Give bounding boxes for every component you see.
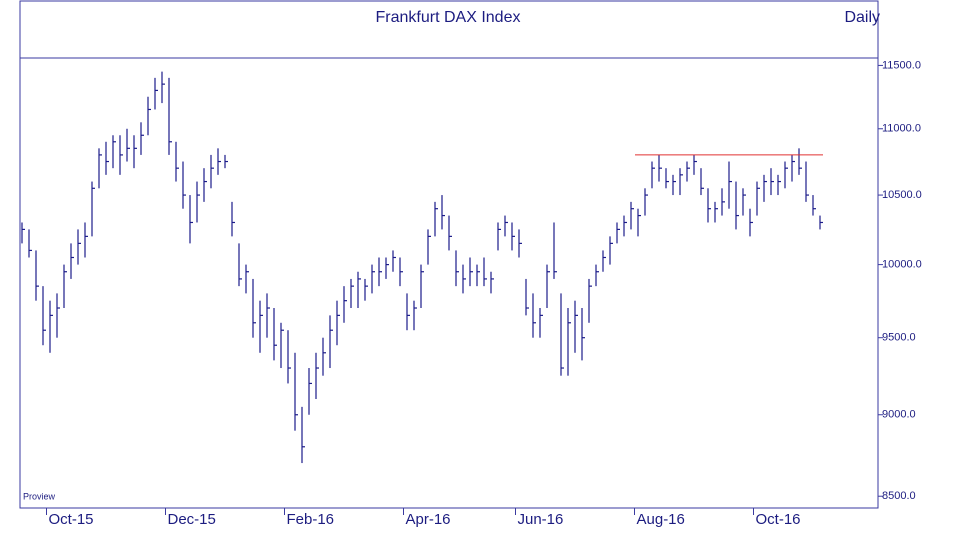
y-tick-label: 11000.0: [882, 123, 921, 135]
y-tick-label: 9000.0: [882, 409, 916, 421]
x-tick-label: Jun-16: [518, 511, 564, 528]
y-tick-label: 9500.0: [882, 332, 916, 344]
frame: [19, 0, 879, 509]
source-label: Proview: [23, 491, 56, 501]
x-tick-label: Apr-16: [406, 511, 451, 528]
chart-title: Frankfurt DAX Index: [376, 9, 521, 26]
x-tick-label: Dec-15: [168, 511, 216, 528]
y-tick-label: 8500.0: [882, 490, 916, 502]
x-tick-label: Oct-15: [49, 511, 94, 528]
y-tick-label: 11500.0: [882, 59, 921, 71]
chart-subtitle: Daily: [844, 9, 880, 26]
x-tick-label: Oct-16: [756, 511, 801, 528]
x-tick-label: Aug-16: [637, 511, 685, 528]
y-tick-label: 10000.0: [882, 259, 922, 271]
y-tick-label: 10500.0: [882, 189, 922, 201]
x-tick-label: Feb-16: [287, 511, 335, 528]
